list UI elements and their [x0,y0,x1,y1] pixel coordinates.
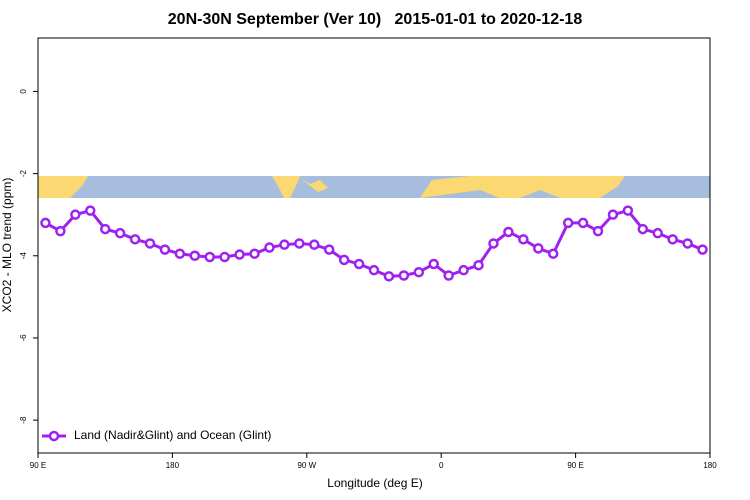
x-tick-label: 90 E [567,461,583,470]
data-point [652,227,663,239]
data-point [129,234,141,245]
data-point [577,217,589,229]
data-point [204,251,215,263]
data-point [70,209,81,220]
data-point [667,234,678,245]
data-point [488,238,499,249]
data-point [264,242,275,253]
map-land [300,178,328,192]
x-tick-label: 90 W [297,461,316,470]
y-tick-label: -8 [19,416,28,424]
data-point [323,244,335,255]
data-point [353,258,365,270]
data-point [55,225,66,237]
y-tick-label: -6 [19,334,28,342]
data-point [622,205,634,216]
y-tick-label: -2 [19,169,28,177]
y-tick-label: -4 [19,252,28,260]
chart-title: 20N-30N September (Ver 10) 2015-01-01 to… [168,11,583,28]
data-point [533,243,544,254]
data-point [413,266,425,278]
x-tick-label: 180 [166,461,180,470]
data-point [234,249,245,260]
data-point [547,248,559,259]
data-point [40,217,51,229]
x-axis-label: Longitude (deg E) [327,476,422,490]
data-point [249,248,260,259]
legend-label: Land (Nadir&Glint) and Ocean (Glint) [74,428,271,442]
data-point [637,223,649,235]
data-point [518,234,529,245]
data-point [99,223,111,235]
data-point [189,250,201,262]
plot-frame [37,37,711,454]
data-point [338,254,350,266]
data-point [383,271,395,282]
x-tick-label: 90 E [30,461,46,470]
data-point [607,209,619,220]
data-point [159,244,171,255]
legend-marker [48,430,60,442]
data-point [682,238,693,249]
data-point [114,227,126,239]
data-point [144,238,156,249]
x-tick-label: 0 [439,461,444,470]
data-point [219,251,230,263]
data-point [503,226,514,238]
data-point [85,205,96,216]
map-land [272,176,300,198]
data-point [398,270,410,281]
data-point [443,270,454,281]
data-point [428,258,439,270]
data-point [279,239,290,250]
data-point [174,248,186,259]
map-land [420,176,625,198]
data-point [368,264,380,276]
x-tick-label: 180 [703,461,717,470]
y-tick-label: 0 [19,89,28,94]
data-point [473,259,484,271]
data-point [309,239,320,250]
data-point [562,217,574,229]
map-strip [38,176,710,198]
data-point [294,238,305,249]
data-point [458,264,469,276]
y-axis-label: XCO2 - MLO trend (ppm) [0,178,14,313]
data-point [697,244,708,255]
data-point [592,225,604,237]
map-land [38,176,88,198]
